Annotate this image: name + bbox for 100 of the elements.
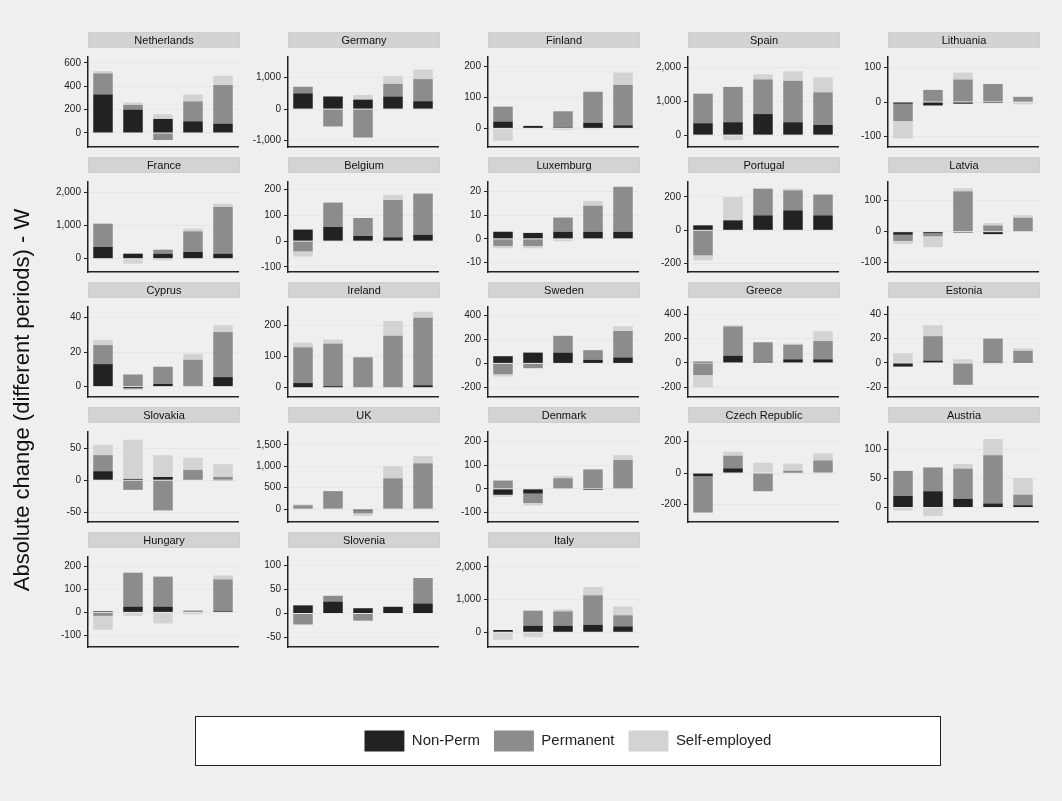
y-tick-label: 1,000 bbox=[255, 460, 282, 472]
y-tick-label: 0 bbox=[875, 501, 882, 513]
chart-title: Belgium bbox=[288, 157, 440, 173]
y-tick-label: 200 bbox=[664, 332, 682, 344]
chart-title: Austria bbox=[888, 407, 1040, 423]
y-tick-label: 1,500 bbox=[255, 438, 282, 450]
y-tick-label: 0 bbox=[675, 224, 682, 236]
chart-title: Sweden bbox=[488, 282, 640, 298]
chart-title: Ireland bbox=[288, 282, 440, 298]
y-tick-label: 100 bbox=[464, 91, 482, 103]
y-tick-label: 20 bbox=[869, 332, 882, 344]
y-tick-label: 1,000 bbox=[255, 71, 282, 83]
y-tick-label: 100 bbox=[864, 194, 882, 206]
chart-title: Cyprus bbox=[88, 282, 240, 298]
y-tick-label: 50 bbox=[69, 441, 82, 453]
y-axis-title: Absolute change (different periods) - W bbox=[9, 208, 35, 592]
y-tick-label: 100 bbox=[264, 350, 282, 362]
chart-title: Netherlands bbox=[88, 32, 240, 48]
y-tick-label: 0 bbox=[675, 356, 682, 368]
chart-title: Hungary bbox=[88, 532, 240, 548]
y-tick-label: -100 bbox=[260, 260, 282, 272]
y-tick-label: 200 bbox=[664, 190, 682, 202]
y-tick-label: 0 bbox=[275, 102, 282, 114]
y-tick-label: 100 bbox=[864, 61, 882, 73]
y-tick-label: -100 bbox=[860, 256, 882, 268]
y-tick-label: 10 bbox=[469, 208, 482, 220]
y-tick-label: 20 bbox=[69, 345, 82, 357]
y-tick-label: -200 bbox=[660, 381, 682, 393]
y-tick-label: 200 bbox=[64, 559, 82, 571]
y-tick-label: 200 bbox=[64, 103, 82, 115]
y-tick-label: 0 bbox=[675, 128, 682, 140]
y-tick-label: 0 bbox=[75, 473, 82, 485]
chart-title: Latvia bbox=[888, 157, 1040, 173]
y-tick-label: 400 bbox=[64, 79, 82, 91]
y-tick-label: 600 bbox=[64, 56, 82, 68]
y-tick-label: 0 bbox=[875, 356, 882, 368]
y-tick-label: 0 bbox=[475, 122, 482, 134]
chart-title: Slovakia bbox=[88, 407, 240, 423]
y-tick-label: 2,000 bbox=[455, 560, 482, 572]
y-tick-label: 400 bbox=[464, 309, 482, 321]
y-tick-label: 1,000 bbox=[655, 94, 682, 106]
y-tick-label: -200 bbox=[660, 498, 682, 510]
chart-title: Greece bbox=[688, 282, 840, 298]
y-tick-label: 2,000 bbox=[55, 185, 82, 197]
chart-title: Finland bbox=[488, 32, 640, 48]
y-tick-label: 2,000 bbox=[655, 60, 682, 72]
legend-label: Non-Perm bbox=[411, 732, 480, 748]
y-tick-label: 400 bbox=[664, 308, 682, 320]
y-tick-label: 200 bbox=[464, 435, 482, 447]
y-tick-label: 0 bbox=[75, 252, 82, 264]
legend-label: Permanent bbox=[541, 732, 615, 748]
y-tick-label: 100 bbox=[464, 458, 482, 470]
chart-title: Lithuania bbox=[888, 32, 1040, 48]
y-tick-label: 40 bbox=[869, 308, 882, 320]
y-tick-label: 0 bbox=[75, 126, 82, 138]
y-tick-label: 0 bbox=[875, 95, 882, 107]
y-tick-label: 0 bbox=[275, 502, 282, 514]
chart-title: Germany bbox=[288, 32, 440, 48]
chart-title: Slovenia bbox=[288, 532, 440, 548]
y-tick-label: 0 bbox=[475, 626, 482, 638]
y-tick-label: 1,000 bbox=[455, 593, 482, 605]
chart-title: Luxemburg bbox=[488, 157, 640, 173]
y-tick-label: -200 bbox=[660, 257, 682, 269]
chart-title: Spain bbox=[688, 32, 840, 48]
y-tick-label: 0 bbox=[75, 606, 82, 618]
y-tick-label: 100 bbox=[864, 443, 882, 455]
y-tick-label: -100 bbox=[860, 130, 882, 142]
chart-title: Denmark bbox=[488, 407, 640, 423]
y-tick-label: 50 bbox=[269, 583, 282, 595]
y-tick-label: 0 bbox=[75, 380, 82, 392]
chart-title: Czech Republic bbox=[688, 407, 840, 423]
y-tick-label: 0 bbox=[475, 482, 482, 494]
y-tick-label: 50 bbox=[869, 472, 882, 484]
y-tick-label: 200 bbox=[264, 319, 282, 331]
y-tick-label: 0 bbox=[675, 466, 682, 478]
legend-label: Self-employed bbox=[675, 732, 772, 748]
chart-title: Portugal bbox=[688, 157, 840, 173]
y-tick-label: -10 bbox=[466, 256, 482, 268]
chart-title: Estonia bbox=[888, 282, 1040, 298]
chart-title: France bbox=[88, 157, 240, 173]
y-tick-label: 200 bbox=[464, 333, 482, 345]
y-tick-label: -50 bbox=[66, 506, 82, 518]
chart-title: UK bbox=[288, 407, 440, 423]
y-tick-label: 0 bbox=[875, 225, 882, 237]
y-tick-label: -100 bbox=[460, 506, 482, 518]
y-tick-label: 100 bbox=[64, 583, 82, 595]
y-tick-label: 200 bbox=[264, 183, 282, 195]
y-tick-label: 0 bbox=[475, 232, 482, 244]
y-tick-label: 100 bbox=[264, 209, 282, 221]
y-tick-label: 40 bbox=[69, 311, 82, 323]
y-tick-label: 0 bbox=[275, 607, 282, 619]
y-tick-label: 1,000 bbox=[55, 219, 82, 231]
y-tick-label: 100 bbox=[264, 559, 282, 571]
y-tick-label: 200 bbox=[664, 435, 682, 447]
chart-title: Italy bbox=[488, 532, 640, 548]
y-tick-label: 0 bbox=[275, 381, 282, 393]
y-tick-label: 0 bbox=[475, 357, 482, 369]
y-tick-label: -200 bbox=[460, 381, 482, 393]
y-tick-label: -1,000 bbox=[252, 134, 282, 146]
y-tick-label: 200 bbox=[464, 60, 482, 72]
